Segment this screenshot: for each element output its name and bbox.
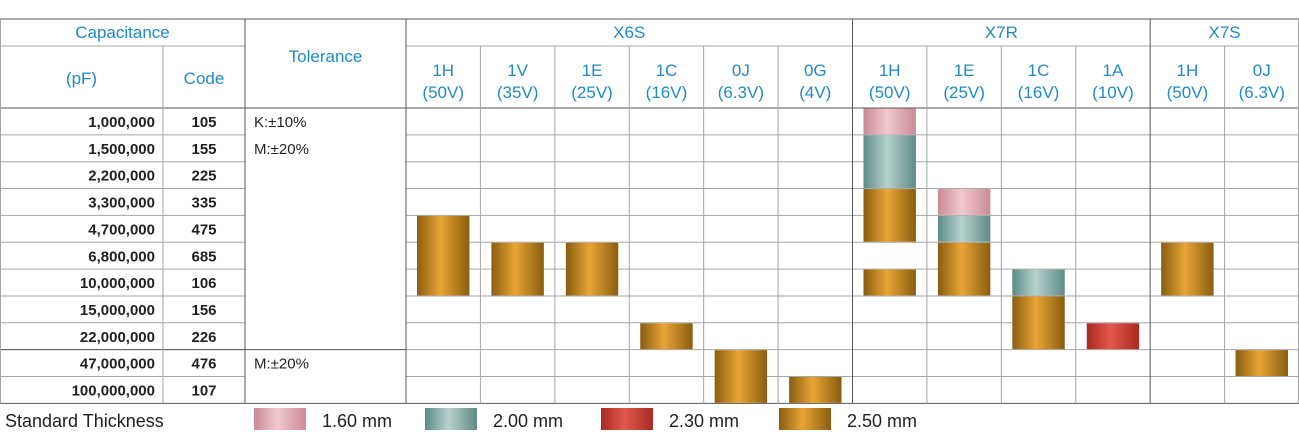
voltage-rating-header: (50V)	[869, 83, 911, 102]
availability-bar	[1012, 269, 1065, 296]
voltage-code-header: 0G	[804, 61, 827, 80]
availability-bar	[863, 269, 916, 296]
capacitance-value: 4,700,000	[88, 221, 155, 238]
legend-swatch	[254, 408, 306, 430]
tolerance-header: Tolerance	[289, 47, 363, 66]
tolerance-value: M:±20%	[254, 356, 309, 373]
capacitance-code: 155	[191, 141, 216, 158]
capacitance-code: 685	[191, 248, 216, 265]
availability-bar	[1012, 296, 1065, 350]
voltage-code-header: 1V	[507, 61, 528, 80]
capacitance-value: 2,200,000	[88, 168, 155, 185]
availability-bar	[640, 323, 693, 350]
voltage-rating-header: (4V)	[799, 83, 831, 102]
capacitance-code: 476	[191, 356, 216, 373]
capacitance-value: 6,800,000	[88, 248, 155, 265]
voltage-code-header: 1H	[432, 61, 454, 80]
availability-bar	[863, 135, 916, 189]
dielectric-header-x7s: X7S	[1209, 23, 1241, 42]
capacitance-value: 22,000,000	[80, 329, 155, 346]
voltage-code-header: 1E	[954, 61, 975, 80]
availability-bar	[937, 189, 991, 215]
capacitance-code: 475	[191, 221, 216, 238]
capacitance-header: Capacitance	[75, 23, 170, 42]
voltage-code-header: 0J	[1253, 61, 1271, 80]
tolerance-value: K:±10%	[254, 114, 306, 131]
capacitance-value: 15,000,000	[80, 302, 155, 319]
voltage-code-header: 1E	[582, 61, 603, 80]
capacitance-value: 3,300,000	[88, 195, 155, 212]
legend-label: 1.60 mm	[322, 411, 392, 431]
dielectric-header-x7r: X7R	[985, 23, 1018, 42]
voltage-rating-header: (50V)	[1167, 83, 1209, 102]
dielectric-header-x6s: X6S	[613, 23, 645, 42]
legend-title: Standard Thickness	[5, 411, 164, 431]
voltage-rating-header: (50V)	[422, 83, 464, 102]
capacitance-value: 1,000,000	[88, 114, 155, 131]
legend-swatch	[601, 408, 653, 430]
availability-bar	[1161, 242, 1214, 296]
capacitance-value: 10,000,000	[80, 275, 155, 292]
voltage-rating-header: (25V)	[943, 83, 985, 102]
capacitance-value: 47,000,000	[80, 356, 155, 373]
availability-bar	[863, 189, 916, 242]
voltage-rating-header: (6.3V)	[718, 83, 764, 102]
voltage-code-header: 1C	[1028, 61, 1050, 80]
voltage-code-header: 0J	[732, 61, 750, 80]
voltage-rating-header: (35V)	[497, 83, 539, 102]
capacitance-code: 106	[191, 275, 216, 292]
legend-label: 2.00 mm	[493, 411, 563, 431]
voltage-rating-header: (16V)	[646, 83, 688, 102]
legend-swatch	[779, 408, 831, 430]
capacitance-code: 156	[191, 302, 216, 319]
availability-bar	[417, 215, 470, 296]
unit-header: (pF)	[66, 69, 97, 88]
legend-swatch	[425, 408, 477, 430]
voltage-rating-header: (10V)	[1092, 83, 1134, 102]
capacitance-value: 100,000,000	[72, 383, 155, 400]
capacitance-code: 105	[191, 114, 216, 131]
availability-bar	[1235, 350, 1288, 376]
availability-bars	[417, 108, 1288, 403]
availability-bar	[789, 377, 842, 403]
voltage-code-header: 1A	[1103, 61, 1124, 80]
voltage-code-header: 1H	[879, 61, 901, 80]
availability-bar	[863, 108, 916, 135]
availability-bar	[937, 242, 991, 296]
availability-bar	[714, 350, 768, 403]
table-text: Capacitance (pF) Code Tolerance X6S 1H (50V) 1V…	[66, 23, 1285, 400]
tolerance-value: M:±20%	[254, 141, 309, 158]
capacitance-code: 226	[191, 329, 216, 346]
capacitance-code: 225	[191, 168, 216, 185]
voltage-rating-header: (16V)	[1018, 83, 1060, 102]
availability-bar	[491, 242, 544, 296]
capacitance-code: 107	[191, 383, 216, 400]
legend-label: 2.30 mm	[669, 411, 739, 431]
thickness-legend: Standard Thickness 1.60 mm 2.00 mm 2.30 mm 2…	[5, 408, 917, 431]
voltage-code-header: 1C	[656, 61, 678, 80]
voltage-code-header: 1H	[1177, 61, 1199, 80]
table-grid	[0, 18, 1299, 404]
voltage-rating-header: (25V)	[571, 83, 613, 102]
capacitance-value: 1,500,000	[88, 141, 155, 158]
voltage-rating-header: (6.3V)	[1239, 83, 1285, 102]
availability-bar	[565, 242, 619, 296]
availability-bar	[1086, 323, 1140, 350]
code-header: Code	[184, 69, 225, 88]
legend-label: 2.50 mm	[847, 411, 917, 431]
availability-bar	[937, 215, 991, 242]
capacitance-code: 335	[191, 195, 216, 212]
